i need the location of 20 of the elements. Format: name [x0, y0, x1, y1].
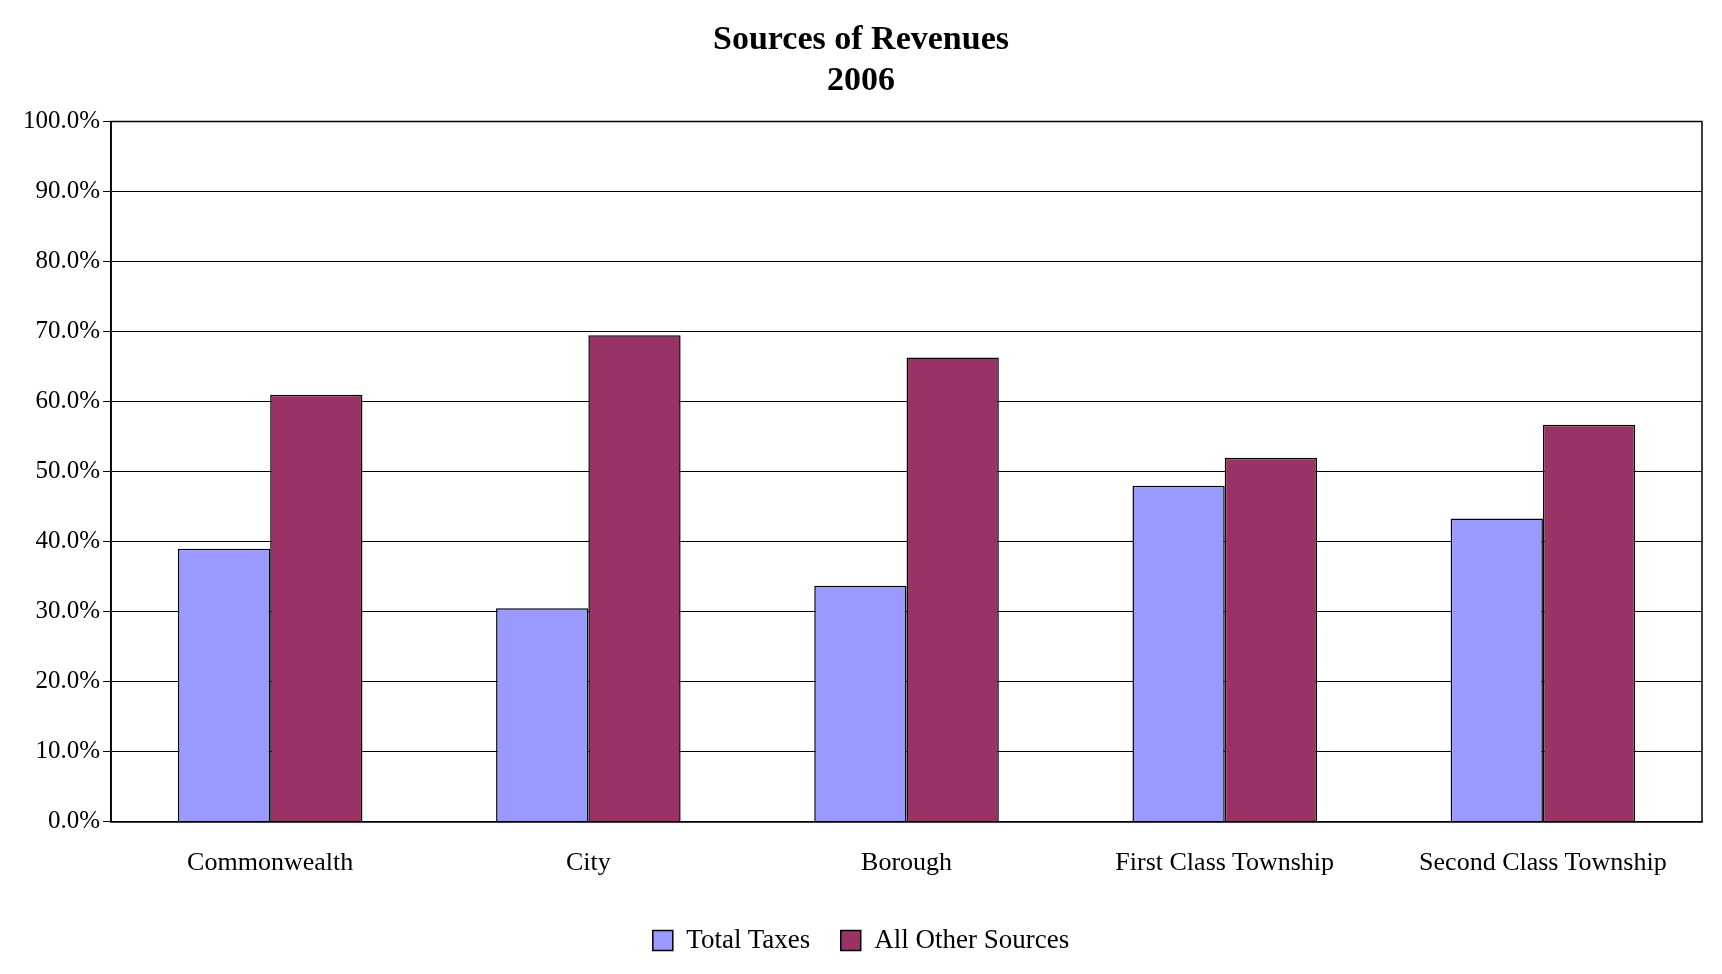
y-tick-label: 80.0%	[35, 246, 101, 274]
legend-label: All Other Sources	[874, 923, 1070, 954]
y-tick-label: 30.0%	[35, 596, 101, 624]
y-tick-label: 50.0%	[35, 456, 101, 484]
x-tick-label: Borough	[861, 847, 953, 877]
y-tick-label: 20.0%	[35, 666, 101, 694]
x-tick-label: Second Class Township	[1419, 847, 1667, 877]
x-tick-label: Commonwealth	[187, 847, 354, 877]
y-tick-label: 100.0%	[23, 106, 101, 134]
y-tick-label: 10.0%	[35, 736, 101, 764]
y-tick-label: 60.0%	[35, 386, 101, 414]
y-tick-label: 70.0%	[35, 316, 101, 344]
y-tick-label: 0.0%	[48, 806, 101, 834]
text: 2006	[827, 59, 895, 97]
text: Sources of Revenues	[713, 19, 1009, 57]
x-tick-label: City	[565, 847, 611, 877]
y-tick-label: 40.0%	[35, 526, 101, 554]
y-tick-label: 90.0%	[35, 176, 101, 204]
x-tick-label: First Class Township	[1115, 847, 1335, 877]
legend-label: Total Taxes	[686, 923, 811, 954]
